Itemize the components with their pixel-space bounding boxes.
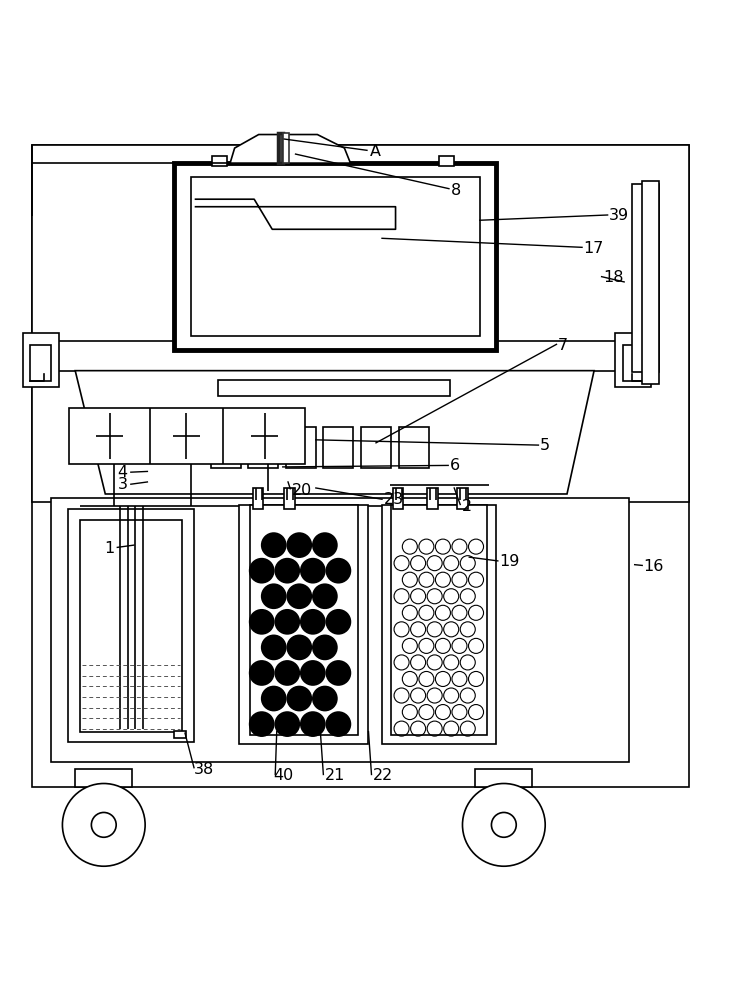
Bar bbox=[47, 341, 627, 371]
Text: 23: 23 bbox=[384, 492, 404, 508]
Circle shape bbox=[301, 610, 325, 634]
Circle shape bbox=[287, 686, 311, 711]
Bar bbox=[632, 184, 659, 372]
Bar bbox=[239, 505, 368, 744]
Circle shape bbox=[250, 559, 274, 583]
Circle shape bbox=[301, 661, 325, 685]
Polygon shape bbox=[230, 135, 350, 163]
Bar bbox=[212, 156, 227, 166]
Circle shape bbox=[250, 661, 274, 685]
Bar bbox=[391, 505, 487, 735]
Bar bbox=[323, 427, 353, 468]
Bar bbox=[475, 769, 532, 787]
Circle shape bbox=[250, 712, 274, 736]
Circle shape bbox=[313, 635, 337, 659]
Bar bbox=[218, 380, 450, 396]
Circle shape bbox=[62, 784, 145, 866]
Bar bbox=[427, 488, 438, 509]
Text: 3: 3 bbox=[118, 477, 128, 492]
Bar bbox=[286, 427, 316, 468]
Circle shape bbox=[326, 712, 350, 736]
Bar bbox=[80, 520, 182, 732]
Circle shape bbox=[492, 812, 516, 837]
Circle shape bbox=[326, 559, 350, 583]
Text: 7: 7 bbox=[558, 338, 568, 353]
Bar bbox=[642, 181, 659, 384]
Bar bbox=[30, 345, 51, 381]
Bar bbox=[399, 427, 429, 468]
Text: 2: 2 bbox=[462, 499, 472, 514]
Bar bbox=[253, 488, 263, 509]
Circle shape bbox=[313, 533, 337, 557]
Circle shape bbox=[326, 610, 350, 634]
Text: 21: 21 bbox=[325, 768, 345, 783]
Bar bbox=[174, 731, 186, 738]
Bar bbox=[186, 428, 205, 444]
Bar bbox=[211, 427, 241, 468]
Circle shape bbox=[313, 584, 337, 608]
Circle shape bbox=[462, 784, 545, 866]
Circle shape bbox=[275, 559, 299, 583]
Text: 8: 8 bbox=[451, 183, 462, 198]
Bar bbox=[439, 156, 454, 166]
Bar bbox=[32, 145, 689, 787]
Bar bbox=[75, 769, 132, 787]
Circle shape bbox=[275, 610, 299, 634]
Bar bbox=[23, 333, 59, 387]
Bar bbox=[186, 447, 205, 463]
Bar bbox=[457, 488, 468, 509]
Text: 16: 16 bbox=[644, 559, 664, 574]
Text: 38: 38 bbox=[194, 762, 214, 777]
Text: 39: 39 bbox=[609, 208, 629, 223]
Text: 20: 20 bbox=[292, 483, 312, 498]
Bar bbox=[250, 505, 358, 735]
Circle shape bbox=[262, 584, 286, 608]
Circle shape bbox=[301, 712, 325, 736]
Circle shape bbox=[262, 686, 286, 711]
Text: 40: 40 bbox=[274, 768, 294, 783]
Circle shape bbox=[250, 610, 274, 634]
Bar bbox=[51, 498, 629, 762]
Circle shape bbox=[275, 661, 299, 685]
Bar bbox=[623, 345, 644, 381]
Circle shape bbox=[287, 584, 311, 608]
Circle shape bbox=[262, 533, 286, 557]
Text: 18: 18 bbox=[603, 270, 623, 285]
Text: A: A bbox=[370, 144, 381, 159]
Bar bbox=[278, 133, 283, 163]
Circle shape bbox=[92, 812, 116, 837]
Bar bbox=[283, 133, 289, 163]
Bar bbox=[361, 427, 391, 468]
Text: 4: 4 bbox=[118, 465, 128, 480]
Circle shape bbox=[275, 712, 299, 736]
Circle shape bbox=[287, 533, 311, 557]
Bar bbox=[284, 488, 295, 509]
Circle shape bbox=[262, 635, 286, 659]
Text: 22: 22 bbox=[373, 768, 393, 783]
Circle shape bbox=[301, 559, 325, 583]
Text: 17: 17 bbox=[584, 241, 604, 256]
Bar bbox=[191, 177, 480, 336]
Bar bbox=[393, 488, 403, 509]
Circle shape bbox=[287, 635, 311, 659]
Circle shape bbox=[326, 661, 350, 685]
Bar bbox=[615, 333, 651, 387]
Text: 1: 1 bbox=[104, 541, 114, 556]
Circle shape bbox=[313, 686, 337, 711]
Bar bbox=[382, 505, 496, 744]
Bar bbox=[69, 408, 305, 464]
Bar bbox=[248, 427, 278, 468]
Text: 6: 6 bbox=[450, 458, 459, 473]
Bar bbox=[68, 509, 194, 742]
Text: 19: 19 bbox=[499, 554, 520, 569]
Bar bbox=[174, 163, 496, 350]
Text: 5: 5 bbox=[540, 438, 550, 453]
Bar bbox=[32, 145, 689, 502]
Polygon shape bbox=[75, 371, 594, 494]
